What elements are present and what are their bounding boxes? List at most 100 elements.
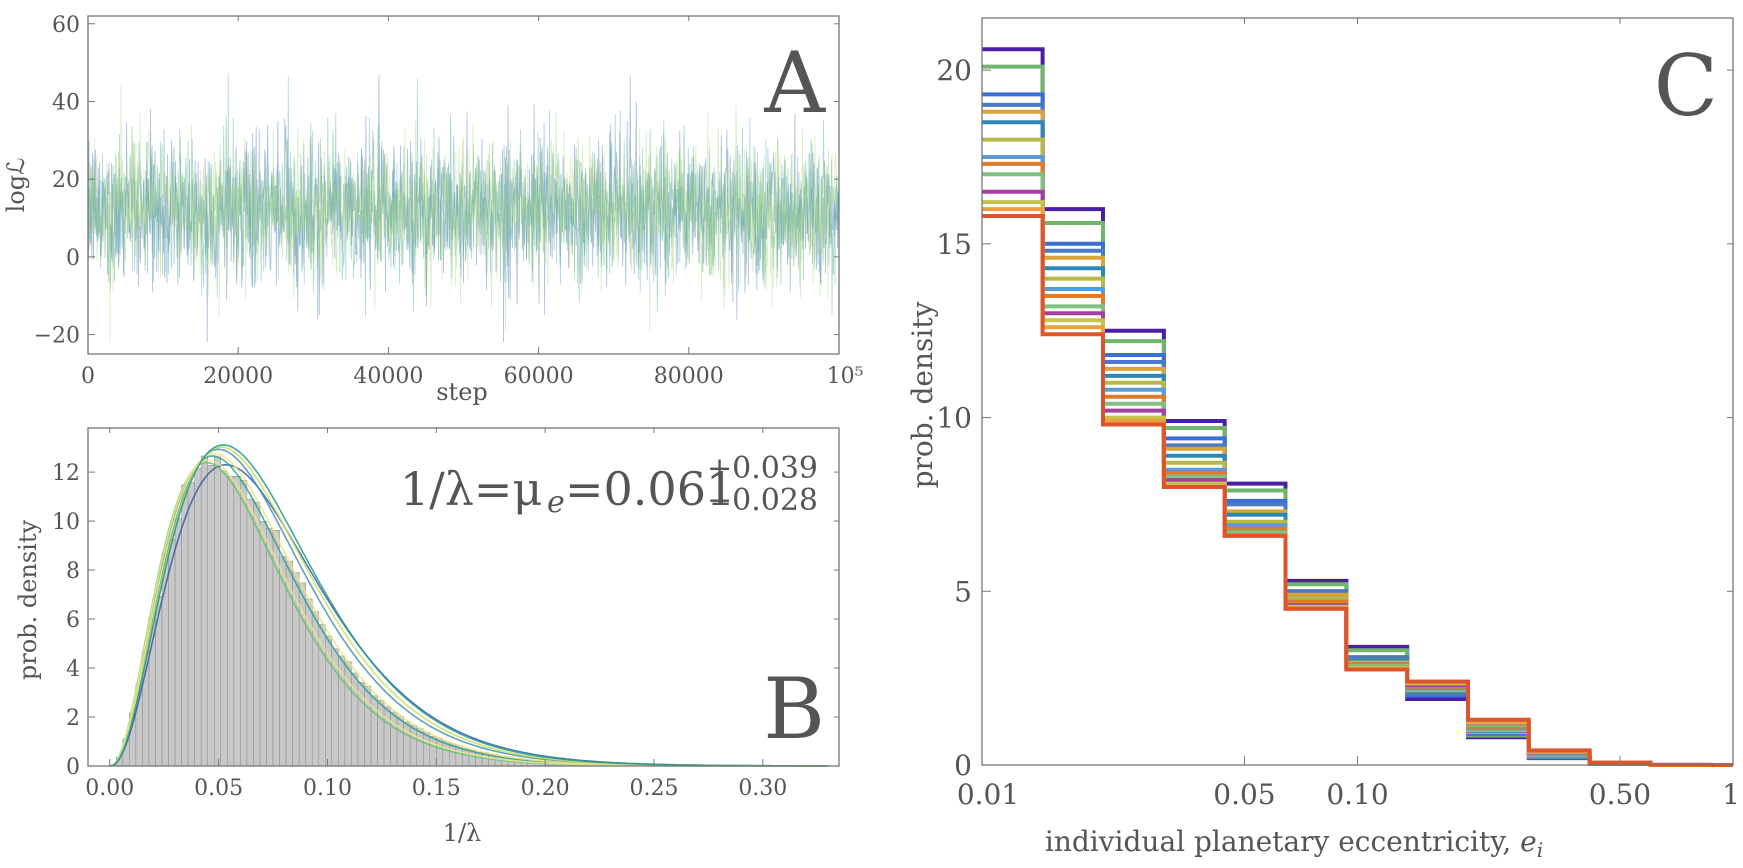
panel-c-xtick-label: 1 (1722, 778, 1740, 811)
trace-chain-3 (87, 83, 840, 343)
panel-a-ytick-label: −20 (34, 324, 80, 349)
panel-b-xtick-label: 0.30 (738, 776, 787, 801)
panel-b-xtick-label: 0.15 (412, 776, 461, 801)
panel-label-c: C (1654, 37, 1718, 135)
panel-b-ytick-label: 6 (66, 608, 80, 633)
panel-b-xtick-label: 0.05 (194, 776, 243, 801)
panel-b-xlabel: 1/λ (443, 819, 482, 847)
histogram-bar (442, 741, 450, 767)
histogram-bar (187, 482, 195, 767)
histogram-bar (207, 465, 215, 767)
mu-annotation: 1/λ=μ e =0.061 +0.039 −0.028 (400, 451, 818, 520)
panel-a-xtick-label: 10⁵ (827, 364, 864, 389)
annotation-lower: −0.028 (707, 483, 818, 518)
histogram-bar (200, 455, 208, 767)
histogram-bar (462, 748, 470, 767)
histogram-bar (240, 480, 248, 767)
histogram-bar (409, 725, 417, 767)
histogram-bars (109, 455, 744, 767)
panel-a-ytick-label: 40 (52, 90, 80, 115)
histogram-bar (416, 728, 424, 767)
panel-b-ticks: 0.00 0.05 0.10 0.15 0.20 0.25 0.30 0 2 4 6 8 10 12 (52, 428, 839, 801)
panel-label-b: B (763, 660, 825, 758)
panel-c-xlabel-sub: i (1537, 838, 1543, 862)
panel-c-ytick-label: 5 (954, 575, 972, 608)
panel-a-xtick-label: 0 (81, 364, 95, 389)
panel-c-ylabel: prob. density (906, 301, 939, 488)
panel-b-frame (87, 427, 840, 767)
annotation-value: =0.061 (565, 462, 735, 516)
panel-a-xtick-label: 80000 (654, 364, 724, 389)
histogram-bar (396, 716, 404, 767)
histogram-bar (383, 706, 391, 767)
panel-c-xlabel-text: individual planetary eccentricity, (1045, 825, 1520, 858)
panel-c-frame (981, 17, 1734, 766)
histogram-bar (403, 721, 411, 767)
step-histogram-12 (982, 200, 1733, 767)
panel-b-ytick-label: 12 (52, 461, 80, 486)
panel-b-xtick-label: 0.20 (521, 776, 570, 801)
histogram-bar (429, 736, 437, 767)
histogram-bar (174, 518, 182, 767)
histogram-bar (168, 538, 176, 767)
histogram-bar (344, 661, 352, 767)
panel-c-ytick-label: 20 (936, 54, 972, 87)
panel-b-ytick-label: 0 (66, 755, 80, 780)
trace-chain-1 (87, 74, 840, 343)
step-histogram-13 (982, 207, 1733, 767)
panel-a-ylabel: logℒ (2, 158, 30, 213)
histogram-bar (422, 731, 431, 767)
panel-a-xtick-label: 60000 (504, 364, 574, 389)
trace-chain-2 (87, 73, 840, 317)
panel-b-xtick-label: 0.25 (629, 776, 678, 801)
panel-a-frame (87, 15, 840, 355)
panel-c-xlabel: individual planetary eccentricity, ei (1045, 825, 1543, 862)
histogram-bar (259, 521, 267, 767)
annotation-upper: +0.039 (707, 451, 818, 486)
step-histogram-9 (982, 161, 1733, 767)
panel-b-ytick-label: 2 (66, 706, 80, 731)
panel-b-xtick-label: 0.00 (85, 776, 134, 801)
histogram-bar (246, 498, 254, 767)
histogram-bar (227, 475, 235, 767)
step-histogram-14 (982, 214, 1733, 767)
histogram-bar (214, 456, 222, 767)
panel-c-xlabel-var: e (1520, 825, 1537, 858)
panel-b-ytick-label: 10 (52, 510, 80, 535)
trace-lines (87, 73, 840, 343)
panel-c-ytick-label: 0 (954, 749, 972, 782)
histogram-bar (233, 475, 241, 767)
annotation-sub: e (547, 485, 565, 520)
histogram-bar (390, 711, 398, 767)
panel-b-ytick-label: 8 (66, 559, 80, 584)
step-histogram-10 (982, 172, 1733, 767)
panel-c-ytick-label: 15 (936, 228, 972, 261)
panel-a-ytick-label: 20 (52, 168, 80, 193)
histogram-bar (220, 470, 228, 767)
panel-b-ylabel: prob. density (14, 519, 42, 680)
panel-c-xtick-label: 0.10 (1326, 778, 1388, 811)
panel-c-ytick-label: 10 (936, 402, 972, 435)
panel-c-xtick-label: 0.05 (1213, 778, 1275, 811)
histogram-bar (194, 467, 202, 767)
panel-c-xtick-label: 0.50 (1589, 778, 1651, 811)
panel-a-xlabel: step (436, 378, 488, 406)
histogram-bar (266, 528, 274, 767)
step-histogram-8 (982, 155, 1733, 767)
panel-a-xtick-label: 20000 (203, 364, 273, 389)
panel-c-xtick-label: 0.01 (957, 778, 1019, 811)
histogram-bar (279, 556, 287, 767)
annotation-lhs: 1/λ=μ (400, 462, 542, 516)
histogram-bar (253, 501, 261, 767)
panel-b-ytick-label: 4 (66, 657, 80, 682)
panel-a-ytick-label: 0 (66, 246, 80, 271)
panel-label-a: A (763, 34, 826, 132)
histogram-bar (364, 685, 372, 767)
panel-a-ytick-label: 60 (52, 13, 80, 38)
